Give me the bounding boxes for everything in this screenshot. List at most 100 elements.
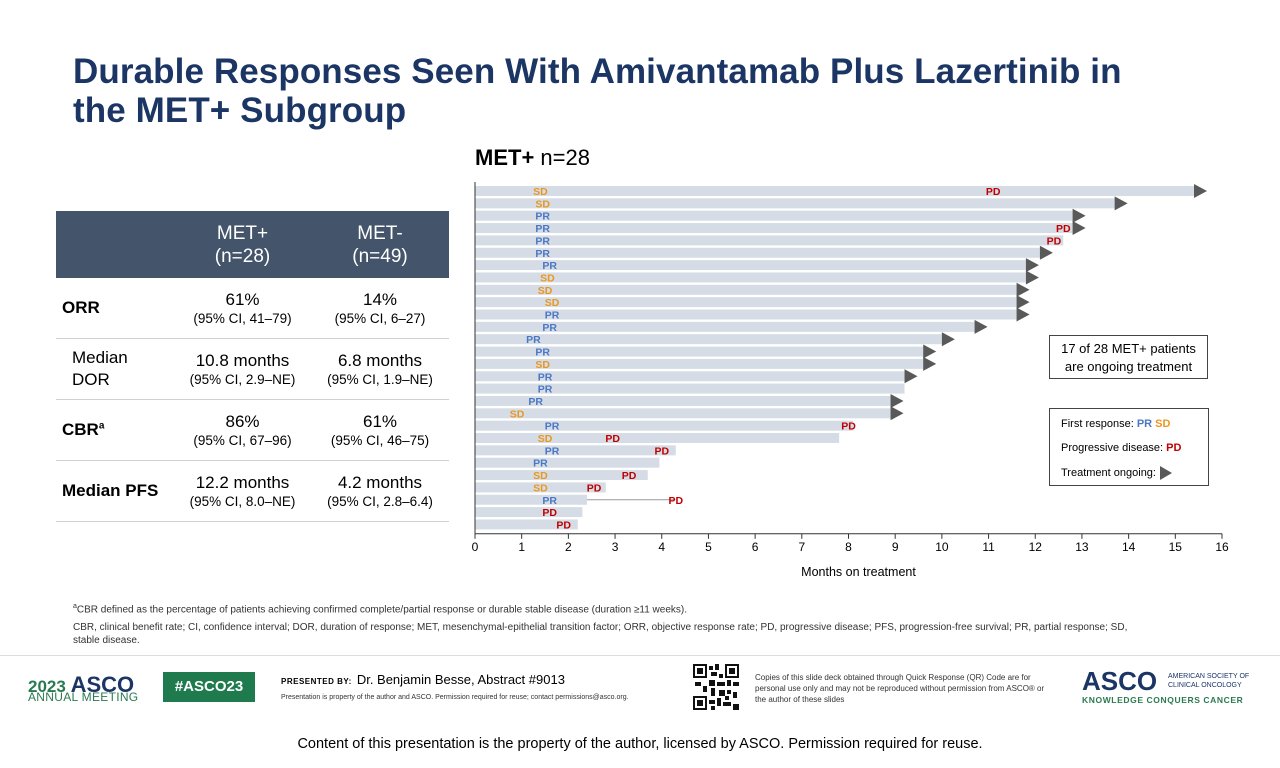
x-tick-label: 4 <box>658 540 665 554</box>
patient-bar <box>475 297 1017 308</box>
meeting-logo: 2023 ASCO <box>28 672 134 698</box>
footnote-sup: a <box>73 603 77 610</box>
slide-title-line2: the MET+ Subgroup <box>73 91 407 130</box>
response-label: SD <box>538 433 553 445</box>
response-label: PR <box>545 310 560 322</box>
x-tick-label: 2 <box>565 540 572 554</box>
header-met-minus-label: MET- <box>357 222 403 244</box>
patient-bar <box>475 247 1040 258</box>
response-label: SD <box>533 482 548 494</box>
row-label-cbr-sup: a <box>98 420 105 432</box>
table-row: CBRa 86% (95% CI, 67–96) 61% (95% CI, 46–7… <box>56 399 449 461</box>
ongoing-arrow <box>923 344 937 359</box>
response-label: SD <box>533 186 548 198</box>
x-axis-label: Months on treatment <box>801 565 916 579</box>
patient-bar <box>475 260 1026 271</box>
response-label: SD <box>510 408 525 420</box>
hashtag-badge: #ASCO23 <box>163 672 255 702</box>
row-label-orr: ORR <box>56 278 174 339</box>
x-tick-label: 16 <box>1215 540 1229 554</box>
x-tick-label: 12 <box>1029 540 1043 554</box>
x-tick-label: 5 <box>705 540 712 554</box>
cell-pfs-met-plus: 12.2 months (95% CI, 8.0–NE) <box>174 460 311 522</box>
cell-cbr-met-plus: 86% (95% CI, 67–96) <box>174 399 311 461</box>
callout-line1: 17 of 28 MET+ patients <box>1061 341 1196 356</box>
ongoing-arrow <box>1039 245 1053 260</box>
permission-note: Presentation is property of the author a… <box>281 694 629 701</box>
chart-title-rest: n=28 <box>534 145 590 170</box>
results-table: MET+ (n=28) MET- (n=49) ORR 61% (95% CI, 41… <box>56 211 449 522</box>
response-label: PR <box>535 235 550 247</box>
patient-bar <box>475 186 1194 196</box>
cell-orr-met-plus: 61% (95% CI, 41–79) <box>174 278 311 339</box>
patient-bar <box>475 309 1017 320</box>
x-tick-label: 11 <box>982 540 995 554</box>
x-tick-label: 6 <box>752 540 759 554</box>
ongoing-arrow <box>1114 196 1128 211</box>
table-header-met-plus: MET+ (n=28) <box>174 211 311 278</box>
row-label-dor-line1: Median <box>72 348 128 367</box>
patient-bar <box>475 223 1073 234</box>
patient-bar <box>475 482 606 493</box>
ongoing-arrow <box>890 406 904 421</box>
patient-bar <box>475 198 1115 209</box>
qr-note: Copies of this slide deck obtained throu… <box>755 673 1045 704</box>
ongoing-arrow <box>1193 184 1207 198</box>
ci: (95% CI, 8.0–NE) <box>189 494 296 509</box>
patient-bar <box>475 284 1017 295</box>
value: 4.2 months <box>337 473 423 492</box>
table-header-empty <box>56 211 174 278</box>
asco-tagline: KNOWLEDGE CONQUERS CANCER <box>1082 695 1244 705</box>
footnote-cbr-text: CBR defined as the percentage of patient… <box>76 604 688 616</box>
header-met-plus-label: MET+ <box>216 222 269 244</box>
chart-title-bold: MET+ <box>475 145 535 170</box>
ci: (95% CI, 67–96) <box>193 433 292 448</box>
cell-dor-met-minus: 6.8 months (95% CI, 1.9–NE) <box>311 338 449 400</box>
value: 10.8 months <box>195 351 290 370</box>
response-label: PR <box>542 260 557 272</box>
asco-logo: ASCO <box>1082 666 1158 696</box>
ongoing-arrow-icon <box>1159 466 1172 480</box>
response-label: SD <box>535 198 550 210</box>
ci: (95% CI, 6–27) <box>334 311 426 326</box>
legend-ongoing-label: Treatment ongoing: <box>1061 466 1156 479</box>
cell-cbr-met-minus: 61% (95% CI, 46–75) <box>311 399 449 461</box>
ongoing-arrow <box>923 356 937 371</box>
x-tick-label: 8 <box>845 540 852 554</box>
ongoing-arrow <box>941 332 955 347</box>
meeting-year: 2023 <box>28 677 66 696</box>
response-label: PR <box>535 223 550 235</box>
table-header-met-minus: MET- (n=49) <box>311 211 449 278</box>
response-label: PR <box>545 445 560 457</box>
row-label-cbr-text: CBR <box>62 420 99 439</box>
response-label: PR <box>545 421 560 433</box>
x-tick-label: 15 <box>1169 540 1183 554</box>
patient-bar <box>475 371 905 382</box>
pd-label: PD <box>587 482 602 494</box>
meeting-asco: ASCO <box>70 672 135 697</box>
patient-bar <box>475 395 891 406</box>
pd-label: PD <box>622 470 637 482</box>
pd-label: PD <box>542 507 557 519</box>
asco-society-name: AMERICAN SOCIETY OF CLINICAL ONCOLOGY <box>1168 673 1250 689</box>
patient-bar <box>475 457 660 468</box>
patient-bar <box>475 494 588 505</box>
chart-title: MET+ n=28 <box>475 145 590 171</box>
qr-code-icon[interactable] <box>693 664 739 710</box>
legend-ongoing: Treatment ongoing: <box>1061 466 1208 490</box>
value: 6.8 months <box>337 351 423 370</box>
legend-first-response: First response: PR SD <box>1061 418 1208 442</box>
ci: (95% CI, 46–75) <box>330 433 430 448</box>
table-header-row: MET+ (n=28) MET- (n=49) <box>56 211 449 278</box>
pd-label: PD <box>556 519 571 531</box>
legend-sd: SD <box>1155 418 1171 430</box>
footnote-abbreviations: CBR, clinical benefit rate; CI, confiden… <box>73 622 1128 646</box>
x-tick-label: 9 <box>892 540 899 554</box>
x-tick-label: 14 <box>1122 540 1136 554</box>
annual-meeting-label: ANNUAL MEETING <box>28 690 139 704</box>
patient-bar <box>475 346 924 357</box>
ongoing-arrow <box>904 369 918 384</box>
patient-bar <box>475 408 891 419</box>
response-label: PR <box>535 347 550 359</box>
